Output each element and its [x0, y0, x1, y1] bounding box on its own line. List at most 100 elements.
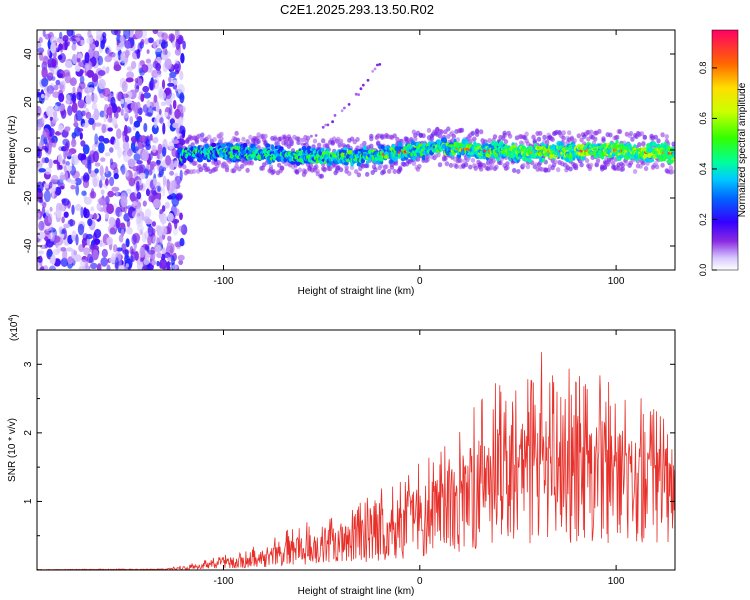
ridge-cell — [290, 161, 297, 165]
noise-speckle — [145, 58, 152, 64]
ridge-halo — [444, 161, 450, 167]
noise-speckle — [75, 110, 83, 122]
noise-speckle — [140, 38, 145, 46]
noise-speckle — [136, 164, 144, 176]
noise-region — [37, 30, 188, 270]
ridge-halo — [503, 139, 509, 145]
noise-speckle — [149, 163, 154, 171]
noise-speckle — [57, 73, 63, 78]
ridge-halo — [479, 166, 484, 172]
noise-speckle — [64, 142, 70, 152]
noise-speckle — [132, 200, 137, 207]
ridge-cell — [342, 147, 348, 151]
noise-speckle — [41, 93, 45, 99]
ridge-halo — [521, 162, 526, 168]
ridge-cell — [624, 155, 630, 161]
colorbar-tick-label: 0.0 — [698, 264, 708, 277]
ridge-halo — [550, 137, 555, 142]
noise-speckle — [127, 128, 131, 133]
noise-speckle — [69, 77, 77, 87]
noise-speckle — [107, 190, 115, 198]
noise-speckle — [156, 260, 160, 267]
noise-speckle — [37, 42, 42, 48]
noise-speckle — [126, 149, 133, 157]
noise-speckle — [144, 112, 153, 117]
noise-speckle — [126, 226, 133, 235]
noise-speckle — [47, 213, 53, 224]
noise-speckle — [61, 216, 65, 224]
chart-title: C2E1.2025.293.13.50.R02 — [280, 2, 434, 17]
ridge-halo — [381, 169, 386, 175]
ridge-halo — [638, 163, 643, 169]
spectrogram-xtick-label: 100 — [608, 276, 625, 287]
ridge-halo — [615, 134, 620, 140]
noise-speckle — [71, 54, 78, 65]
ridge-halo — [597, 128, 602, 134]
ridge-halo — [426, 127, 432, 133]
noise-speckle — [60, 247, 66, 252]
ridge-halo — [654, 164, 660, 170]
noise-speckle — [77, 153, 84, 161]
noise-speckle — [94, 162, 101, 167]
colorbar-tick-label: 0.6 — [698, 112, 708, 125]
noise-speckle — [169, 170, 175, 176]
noise-speckle — [47, 58, 56, 68]
noise-speckle — [158, 108, 162, 115]
noise-speckle — [145, 188, 150, 197]
noise-speckle — [131, 234, 137, 245]
noise-speckle — [136, 116, 142, 123]
ridge-halo — [668, 165, 674, 171]
ridge-halo — [384, 164, 389, 170]
ridge-cell — [541, 157, 546, 163]
ridge-halo — [632, 169, 638, 174]
noise-speckle — [151, 228, 156, 235]
noise-speckle — [103, 111, 107, 123]
noise-speckle — [133, 120, 141, 128]
noise-speckle — [172, 160, 180, 165]
noise-speckle — [153, 198, 161, 209]
noise-speckle — [144, 218, 153, 225]
ridge-halo — [507, 133, 513, 139]
noise-speckle — [91, 102, 98, 110]
ridge-halo — [338, 167, 344, 173]
noise-speckle — [78, 81, 86, 90]
noise-speckle — [115, 190, 119, 197]
noise-speckle — [139, 135, 147, 143]
ridge-halo — [439, 129, 444, 135]
noise-speckle — [100, 157, 106, 162]
noise-speckle — [143, 92, 152, 99]
noise-speckle — [71, 170, 80, 179]
ridge-halo — [248, 134, 253, 140]
noise-speckle — [165, 155, 172, 166]
harmonic-point — [359, 87, 363, 91]
ridge-cell — [607, 148, 611, 153]
ridge-cell — [242, 142, 248, 148]
ridge-halo — [319, 173, 324, 179]
noise-speckle — [64, 39, 68, 51]
noise-speckle — [157, 143, 163, 154]
noise-speckle — [110, 30, 119, 36]
noise-speckle — [88, 43, 96, 50]
noise-speckle — [44, 236, 49, 241]
noise-speckle — [161, 32, 169, 41]
ridge-halo — [628, 160, 634, 166]
noise-speckle — [168, 33, 176, 42]
noise-speckle — [161, 146, 167, 157]
noise-speckle — [104, 55, 112, 63]
noise-speckle — [109, 227, 116, 235]
ridge-halo — [536, 136, 542, 142]
ridge-halo — [279, 165, 285, 171]
spectrogram-xtick-label: -100 — [213, 276, 233, 287]
noise-speckle — [80, 140, 86, 147]
ridge-halo — [421, 133, 426, 139]
noise-speckle — [63, 223, 71, 229]
noise-speckle — [120, 195, 128, 208]
noise-speckle — [94, 133, 99, 145]
colorbar-label: Normalized spectral amplitude — [737, 82, 748, 217]
noise-speckle — [144, 244, 150, 251]
noise-speckle — [153, 94, 158, 104]
noise-speckle — [122, 249, 130, 255]
noise-speckle — [120, 222, 126, 230]
ridge-halo — [200, 132, 205, 138]
ridge-halo — [664, 134, 669, 140]
